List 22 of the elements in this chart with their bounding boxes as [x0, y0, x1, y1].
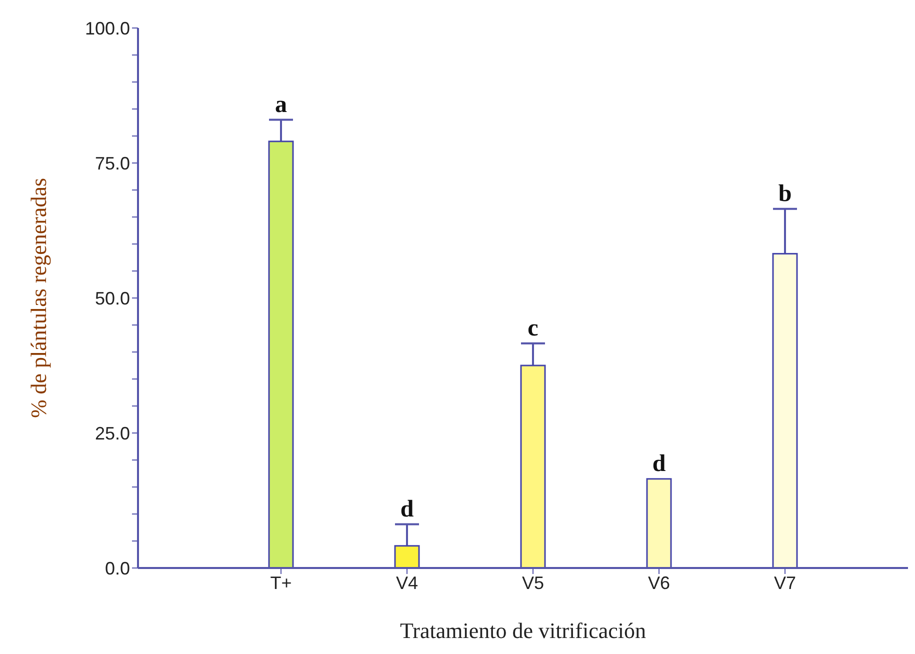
x-tick-label: V5	[522, 572, 544, 593]
y-tick-label: 50.0	[94, 288, 130, 308]
annotation: d	[652, 450, 666, 477]
x-tick-label: V6	[648, 572, 670, 593]
x-axis-title: Tratamiento de vitrificación	[400, 618, 646, 643]
x-tick-label: V7	[774, 572, 796, 593]
annotation: a	[275, 92, 287, 118]
y-tick-label: 100.0	[84, 18, 130, 38]
bar	[520, 364, 546, 568]
bar	[394, 545, 420, 568]
bar	[268, 140, 294, 568]
annotation: b	[778, 180, 792, 207]
y-axis-title: % de plántulas regeneradas	[26, 178, 51, 418]
bar	[646, 478, 672, 568]
x-tick-label: V4	[396, 572, 418, 593]
y-tick-label: 25.0	[94, 423, 130, 444]
annotation: d	[400, 496, 414, 522]
y-tick-label: 0.0	[104, 558, 130, 578]
x-tick-label: T+	[270, 572, 292, 593]
y-tick-label: 75.0	[94, 153, 130, 174]
annotation: c	[528, 315, 539, 342]
bar	[772, 252, 798, 568]
